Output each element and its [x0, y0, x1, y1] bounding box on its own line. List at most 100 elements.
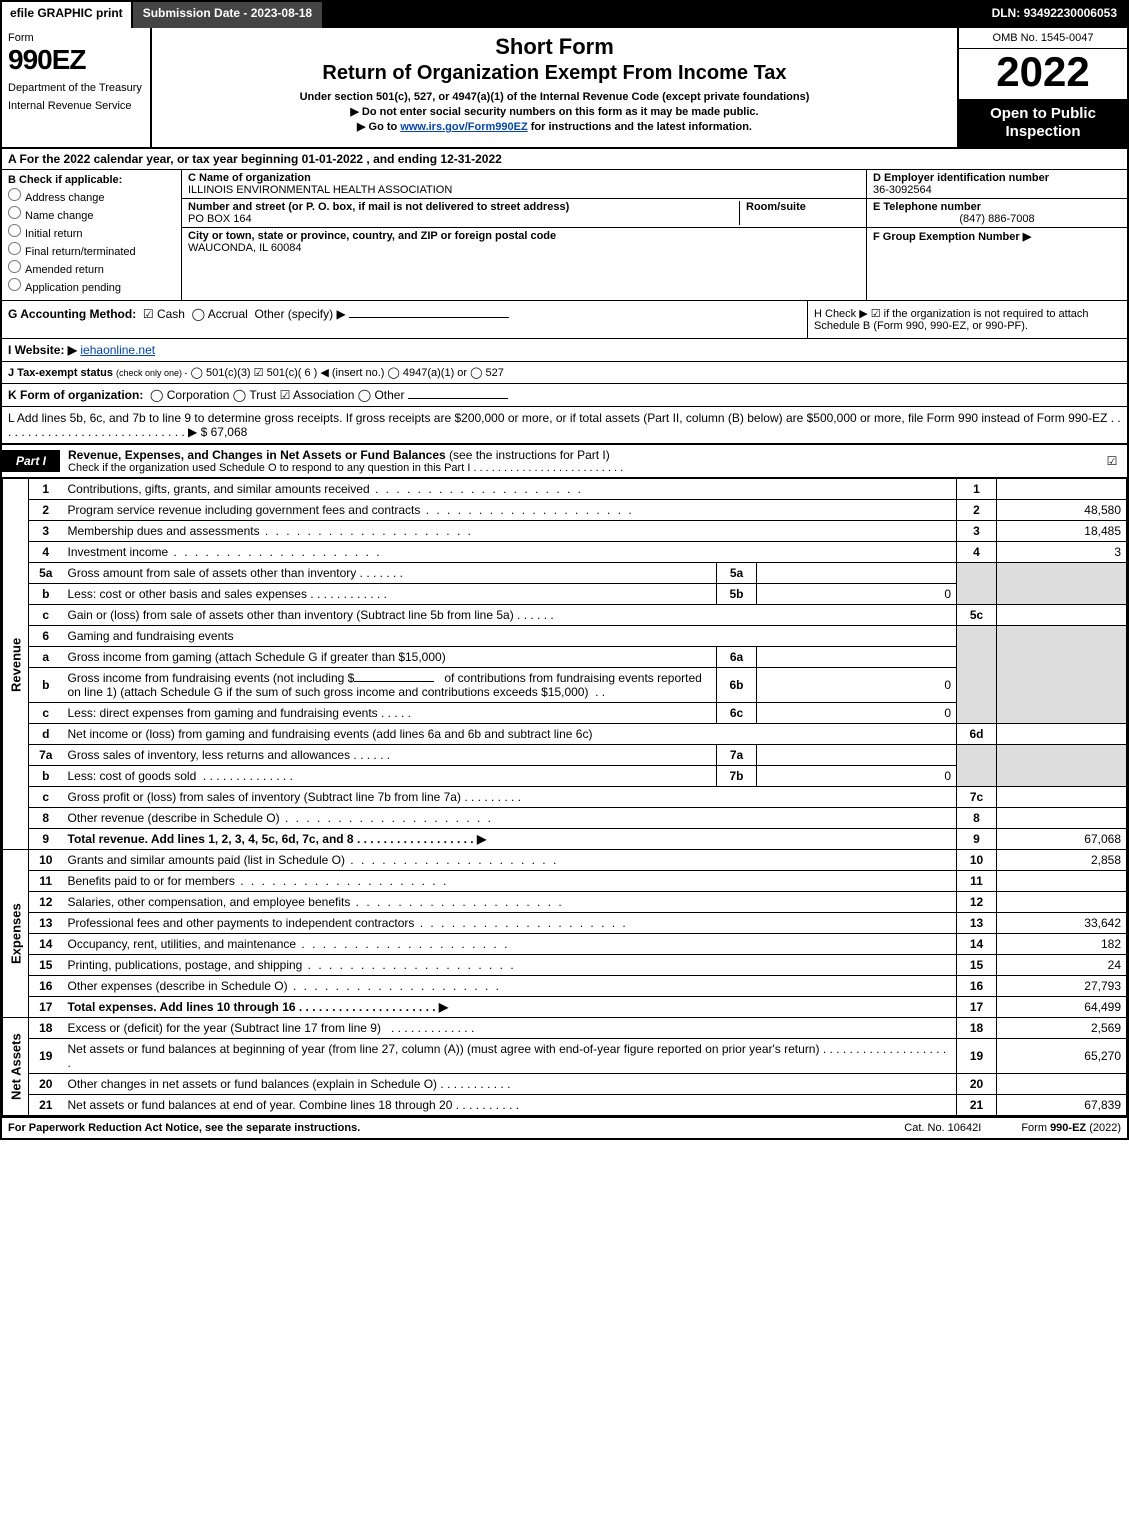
line-13-desc: Professional fees and other payments to …	[63, 913, 957, 934]
line-7b-val: 0	[757, 766, 957, 787]
g-accounting: G Accounting Method: ☑ Cash ◯ Accrual Ot…	[2, 301, 807, 338]
col-c-org: C Name of organization ILLINOIS ENVIRONM…	[182, 170, 867, 300]
line-21-amt: 67,839	[997, 1095, 1127, 1116]
line-6a-desc: Gross income from gaming (attach Schedul…	[63, 647, 717, 668]
line-18-desc: Excess or (deficit) for the year (Subtra…	[63, 1018, 957, 1039]
open-to-public: Open to Public Inspection	[959, 99, 1127, 147]
line-19-desc: Net assets or fund balances at beginning…	[63, 1039, 957, 1074]
line-21-desc: Net assets or fund balances at end of ye…	[63, 1095, 957, 1116]
line-19-amt: 65,270	[997, 1039, 1127, 1074]
b-opt-amended[interactable]: Amended return	[8, 260, 175, 276]
b-opt-final[interactable]: Final return/terminated	[8, 242, 175, 258]
row-l-gross-receipts: L Add lines 5b, 6c, and 7b to line 9 to …	[2, 407, 1127, 445]
line-2-amt: 48,580	[997, 500, 1127, 521]
form-number: 990EZ	[8, 44, 144, 76]
header-left: Form 990EZ Department of the Treasury In…	[2, 28, 152, 147]
line-7b-desc: Less: cost of goods sold . . . . . . . .…	[63, 766, 717, 787]
e-phone: (847) 886-7008	[873, 213, 1121, 225]
subtitle-section: Under section 501(c), 527, or 4947(a)(1)…	[162, 91, 947, 103]
line-3-desc: Membership dues and assessments	[63, 521, 957, 542]
line-6-desc: Gaming and fundraising events	[63, 626, 957, 647]
b-label: B Check if applicable:	[8, 174, 175, 186]
line-12-amt	[997, 892, 1127, 913]
line-16-amt: 27,793	[997, 976, 1127, 997]
form-header: Form 990EZ Department of the Treasury In…	[2, 28, 1127, 149]
dept-treasury: Department of the Treasury	[8, 82, 144, 94]
footer-form: Form 990-EZ (2022)	[1021, 1122, 1121, 1134]
h-schedule-b: H Check ▶ ☑ if the organization is not r…	[807, 301, 1127, 338]
line-14-desc: Occupancy, rent, utilities, and maintena…	[63, 934, 957, 955]
line-15-desc: Printing, publications, postage, and shi…	[63, 955, 957, 976]
line-7a-val	[757, 745, 957, 766]
part1-header: Part I Revenue, Expenses, and Changes in…	[2, 445, 1127, 478]
c-street-label: Number and street (or P. O. box, if mail…	[188, 201, 733, 213]
subtitle-goto: ▶ Go to www.irs.gov/Form990EZ for instru…	[162, 120, 947, 133]
efile-label: efile GRAPHIC print	[2, 2, 133, 28]
line-16-desc: Other expenses (describe in Schedule O)	[63, 976, 957, 997]
line-11-amt	[997, 871, 1127, 892]
line-15-amt: 24	[997, 955, 1127, 976]
line-7c-amt	[997, 787, 1127, 808]
part1-title: Revenue, Expenses, and Changes in Net As…	[60, 445, 1097, 477]
title-short-form: Short Form	[162, 34, 947, 60]
header-right: OMB No. 1545-0047 2022 Open to Public In…	[957, 28, 1127, 147]
row-g-h: G Accounting Method: ☑ Cash ◯ Accrual Ot…	[2, 301, 1127, 339]
row-i-website: I Website: ▶ iehaonline.net	[2, 339, 1127, 362]
line-14-amt: 182	[997, 934, 1127, 955]
c-room-label: Room/suite	[746, 201, 860, 213]
line-1-amt	[997, 479, 1127, 500]
l-value: 67,068	[211, 425, 248, 439]
line-10-amt: 2,858	[997, 850, 1127, 871]
form-990ez-page: efile GRAPHIC print Submission Date - 20…	[0, 0, 1129, 1140]
line-1-num: 1	[29, 479, 63, 500]
tax-year: 2022	[959, 49, 1127, 99]
revenue-side-label: Revenue	[3, 479, 29, 850]
part1-schedO-check: ☑	[1097, 454, 1127, 468]
line-5a-desc: Gross amount from sale of assets other t…	[63, 563, 717, 584]
line-6d-amt	[997, 724, 1127, 745]
line-8-amt	[997, 808, 1127, 829]
col-b-check: B Check if applicable: Address change Na…	[2, 170, 182, 300]
line-5c-desc: Gain or (loss) from sale of assets other…	[63, 605, 957, 626]
footer-paperwork: For Paperwork Reduction Act Notice, see …	[8, 1122, 864, 1134]
submission-date: Submission Date - 2023-08-18	[133, 2, 324, 28]
d-ein: 36-3092564	[873, 184, 1121, 196]
f-label: F Group Exemption Number ▶	[873, 230, 1121, 243]
c-name-label: C Name of organization	[188, 172, 860, 184]
line-6b-desc: Gross income from fundraising events (no…	[63, 668, 717, 703]
netassets-side-label: Net Assets	[3, 1018, 29, 1116]
irs-link[interactable]: www.irs.gov/Form990EZ	[400, 121, 527, 133]
line-4-amt: 3	[997, 542, 1127, 563]
b-opt-name[interactable]: Name change	[8, 206, 175, 222]
c-city: WAUCONDA, IL 60084	[188, 242, 860, 254]
line-6a-val	[757, 647, 957, 668]
line-5b-desc: Less: cost or other basis and sales expe…	[63, 584, 717, 605]
top-bar: efile GRAPHIC print Submission Date - 20…	[2, 2, 1127, 28]
line-7c-desc: Gross profit or (loss) from sales of inv…	[63, 787, 957, 808]
line-4-desc: Investment income	[63, 542, 957, 563]
line-1-desc: Contributions, gifts, grants, and simila…	[63, 479, 957, 500]
col-d-e-f: D Employer identification number 36-3092…	[867, 170, 1127, 300]
line-6b-val: 0	[757, 668, 957, 703]
line-20-desc: Other changes in net assets or fund bala…	[63, 1074, 957, 1095]
line-9-desc: Total revenue. Add lines 1, 2, 3, 4, 5c,…	[63, 829, 957, 850]
d-label: D Employer identification number	[873, 172, 1121, 184]
header-mid: Short Form Return of Organization Exempt…	[152, 28, 957, 147]
form-word: Form	[8, 32, 144, 44]
line-3-amt: 18,485	[997, 521, 1127, 542]
line-7a-desc: Gross sales of inventory, less returns a…	[63, 745, 717, 766]
line-13-amt: 33,642	[997, 913, 1127, 934]
irs-label: Internal Revenue Service	[8, 100, 144, 112]
row-a-tax-year: A For the 2022 calendar year, or tax yea…	[2, 149, 1127, 170]
line-6c-val: 0	[757, 703, 957, 724]
line-12-desc: Salaries, other compensation, and employ…	[63, 892, 957, 913]
line-5c-amt	[997, 605, 1127, 626]
b-opt-address[interactable]: Address change	[8, 188, 175, 204]
website-link[interactable]: iehaonline.net	[80, 343, 155, 357]
c-city-label: City or town, state or province, country…	[188, 230, 860, 242]
b-opt-pending[interactable]: Application pending	[8, 278, 175, 294]
b-opt-initial[interactable]: Initial return	[8, 224, 175, 240]
line-9-amt: 67,068	[997, 829, 1127, 850]
line-6d-desc: Net income or (loss) from gaming and fun…	[63, 724, 957, 745]
title-return: Return of Organization Exempt From Incom…	[162, 62, 947, 85]
